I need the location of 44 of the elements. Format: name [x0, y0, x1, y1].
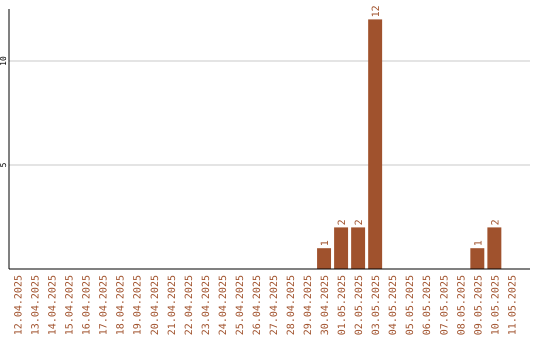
- x-tick-label: 29.04.2025: [303, 275, 314, 336]
- x-tick-label: 25.04.2025: [234, 275, 246, 336]
- x-tick-label: 27.04.2025: [268, 275, 280, 336]
- data-label: 12: [371, 5, 382, 18]
- bar: [487, 227, 502, 269]
- data-label: 2: [490, 219, 502, 226]
- x-tick-label: 24.04.2025: [218, 275, 229, 336]
- x-tick-label: 16.04.2025: [82, 275, 93, 336]
- data-label: 2: [354, 219, 366, 226]
- x-tick-label: 17.04.2025: [98, 275, 110, 336]
- bar: [368, 19, 382, 269]
- x-tick-label: 03.05.2025: [371, 275, 382, 336]
- x-tick-label: 14.04.2025: [48, 275, 59, 336]
- x-tick-label: 30.04.2025: [320, 275, 332, 336]
- x-tick-label: 15.04.2025: [64, 275, 76, 336]
- x-tick-label: 10.05.2025: [490, 275, 502, 336]
- x-tick-label: 06.05.2025: [422, 275, 434, 336]
- x-tick-label: 20.04.2025: [150, 275, 161, 336]
- x-tick-label: 18.04.2025: [116, 275, 127, 336]
- y-tick-label: 10: [0, 56, 8, 66]
- x-tick-label: 28.04.2025: [286, 275, 297, 336]
- bar: [317, 248, 332, 269]
- x-tick-label: 07.05.2025: [439, 275, 450, 336]
- data-label: 2: [337, 219, 348, 226]
- x-tick-label: 19.04.2025: [132, 275, 144, 336]
- x-tick-label: 09.05.2025: [473, 275, 484, 336]
- x-tick-label: 04.05.2025: [388, 275, 400, 336]
- bar: [351, 227, 366, 269]
- x-tick-label: 23.04.2025: [200, 275, 212, 336]
- x-tick-label: 01.05.2025: [337, 275, 348, 336]
- bar: [334, 227, 348, 269]
- x-tick-label: 08.05.2025: [456, 275, 468, 336]
- x-tick-label: 26.04.2025: [252, 275, 263, 336]
- y-tick-label: 5: [0, 162, 8, 168]
- x-tick-label: 22.04.2025: [184, 275, 195, 336]
- x-tick-label: 02.05.2025: [354, 275, 366, 336]
- x-tick-label: 13.04.2025: [30, 275, 42, 336]
- data-label: 1: [320, 240, 332, 246]
- data-label: 1: [473, 240, 484, 246]
- x-tick-label: 05.05.2025: [405, 275, 416, 336]
- x-tick-label: 11.05.2025: [507, 275, 518, 336]
- bar: [470, 248, 484, 269]
- x-tick-label: 21.04.2025: [166, 275, 178, 336]
- x-tick-label: 12.04.2025: [14, 275, 25, 336]
